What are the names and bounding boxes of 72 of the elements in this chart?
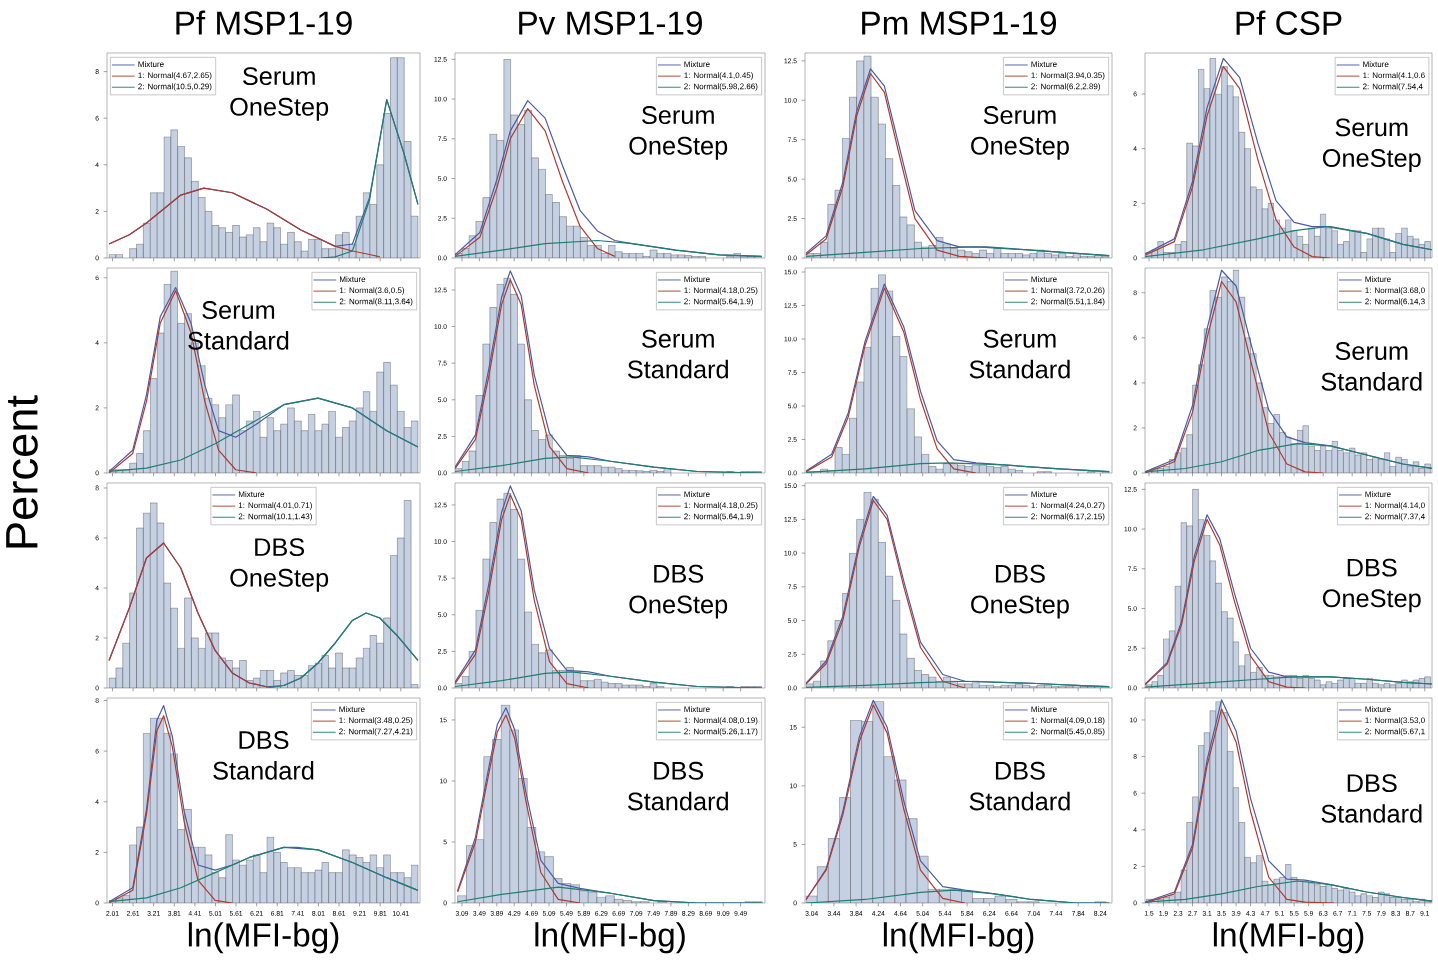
legend-label: 1: Normal(3.68,0 <box>1365 287 1425 295</box>
x-axis-title: ln(MFI-bg) <box>535 922 685 954</box>
legend-label: 2: Normal(5.64,1.9) <box>684 298 753 306</box>
legend-label: 1: Normal(3.72,0.26) <box>1031 287 1105 295</box>
legend-label: 2: Normal(6.17,2.15) <box>1031 513 1105 521</box>
legend-label: 2: Normal(7.37,4 <box>1365 513 1425 521</box>
legend-label: 2: Normal(10.1,1.43) <box>238 513 312 521</box>
x-axis-title: ln(MFI-bg) <box>883 922 1034 954</box>
legend-label: Mixture <box>684 61 710 67</box>
annotation: Serum OneStep <box>1322 118 1421 173</box>
legend-label: 1: Normal(4.09,0.18) <box>1031 717 1105 725</box>
legend-label: 2: Normal(5.45,0.85) <box>1031 728 1105 736</box>
legend-label: Mixture <box>238 491 265 497</box>
legend-label: Mixture <box>1031 491 1057 497</box>
legend-label: Mixture <box>339 706 365 712</box>
legend-label: Mixture <box>684 491 710 497</box>
legend-label: 2: Normal(5.67,1 <box>1365 728 1425 736</box>
legend-label: Mixture <box>138 61 164 67</box>
legend-label: 2: Normal(5.26,1.17) <box>684 728 758 736</box>
legend-label: 2: Normal(10.5,0.29) <box>138 83 212 91</box>
x-axis-title: ln(MFI-bg) <box>188 922 339 954</box>
legend-label: Mixture <box>1363 61 1389 67</box>
annotation: DBS OneStep <box>629 564 728 619</box>
chart-title: Pf MSP1-19 <box>176 10 352 35</box>
annotation: DBS Standard <box>627 761 728 811</box>
chart-title: Pm MSP1-19 <box>862 11 1056 35</box>
legend-label: 2: Normal(6.14,3 <box>1365 298 1425 306</box>
legend-label: Mixture <box>1031 706 1057 712</box>
x-axis-title: ln(MFI-bg) <box>1213 922 1364 954</box>
annotation: Serum Standard <box>969 329 1070 379</box>
annotation: DBS OneStep <box>230 538 329 592</box>
annotation: DBS OneStep <box>1322 558 1421 613</box>
annotation: DBS Standard <box>969 761 1070 811</box>
legend-label: 2: Normal(8.11,3.64) <box>339 298 413 306</box>
legend-label: 1: Normal(4.24,0.27) <box>1031 502 1105 510</box>
legend-label: Mixture <box>684 276 710 282</box>
chart-title: Pv MSP1-19 <box>519 11 702 35</box>
legend-label: 1: Normal(4.08,0.19) <box>684 717 758 725</box>
annotation: Serum OneStep <box>629 106 728 160</box>
annotation: DBS Standard <box>213 731 314 780</box>
legend-label: 2: Normal(6.2,2.89) <box>1031 83 1100 91</box>
legend-label: Mixture <box>684 706 710 712</box>
legend-label: Mixture <box>1031 61 1057 67</box>
legend-label: Mixture <box>1365 706 1391 712</box>
legend-label: 1: Normal(3.53,0 <box>1365 717 1425 725</box>
legend-label: 2: Normal(5.98,2.66) <box>684 83 758 91</box>
legend-label: 1: Normal(4.1,0.6 <box>1363 72 1425 80</box>
legend-label: 1: Normal(4.18,0.25) <box>684 287 758 295</box>
legend-label: 2: Normal(5.64,1.9) <box>684 513 753 521</box>
legend-label: 1: Normal(4.67,2.65) <box>138 72 212 80</box>
legend-label: 1: Normal(4.18,0.25) <box>684 502 758 510</box>
annotation: DBS OneStep <box>971 564 1069 619</box>
legend-label: 1: Normal(4.01,0.71) <box>238 502 312 510</box>
annotation: Serum OneStep <box>230 67 329 121</box>
legend-label: 1: Normal(4.1,0.45) <box>684 72 753 80</box>
legend-label: 1: Normal(4.14,0 <box>1365 502 1425 510</box>
legend-label: Mixture <box>1365 491 1391 497</box>
annotation: Serum Standard <box>627 329 728 379</box>
legend-label: 2: Normal(7.54,4 <box>1363 83 1423 91</box>
legend-label: Mixture <box>340 276 366 282</box>
legend-label: 2: Normal(7.27,4.21) <box>339 728 413 736</box>
legend-label: Mixture <box>1031 276 1057 282</box>
annotation: Serum Standard <box>1321 342 1422 391</box>
y-axis-title: Percent <box>6 395 38 548</box>
legend-label: 1: Normal(3.6,0.5) <box>339 287 405 295</box>
legend-label: 1: Normal(3.48,0.25) <box>339 717 413 725</box>
annotation: Serum OneStep <box>971 106 1069 160</box>
chart-title: Pf CSP <box>1236 10 1342 35</box>
legend-label: Mixture <box>1365 276 1391 282</box>
legend-label: 1: Normal(3.94,0.35) <box>1031 72 1105 80</box>
legend-label: 2: Normal(5.51,1.84) <box>1031 298 1105 306</box>
annotation: DBS Standard <box>1321 774 1422 823</box>
